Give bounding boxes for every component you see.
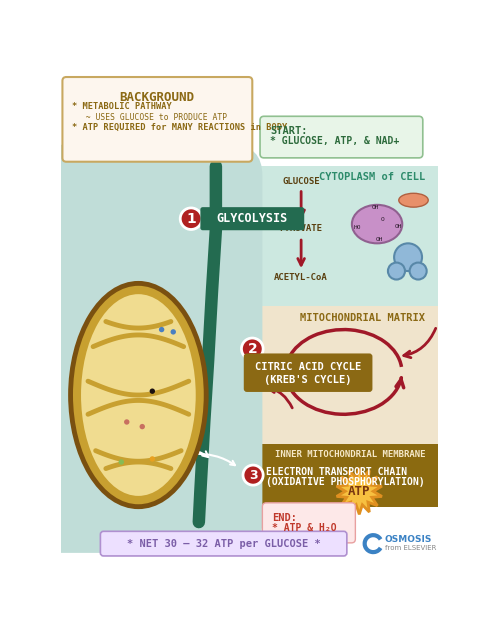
FancyBboxPatch shape (244, 353, 373, 392)
Circle shape (119, 459, 124, 465)
Ellipse shape (81, 294, 196, 496)
Text: OH: OH (375, 237, 383, 242)
Text: OH: OH (372, 204, 379, 209)
Circle shape (180, 208, 202, 230)
Text: ~ USES GLUCOSE to PRODUCE ATP: ~ USES GLUCOSE to PRODUCE ATP (75, 113, 227, 122)
Text: BACKGROUND: BACKGROUND (119, 91, 194, 104)
Text: GLUCOSE: GLUCOSE (282, 177, 320, 186)
FancyBboxPatch shape (260, 116, 423, 158)
Text: O: O (381, 217, 384, 222)
FancyBboxPatch shape (262, 503, 356, 543)
Text: ATP: ATP (348, 485, 371, 498)
Text: MITOCHONDRIAL MATRIX: MITOCHONDRIAL MATRIX (300, 313, 425, 323)
Text: CITRIC ACID CYCLE: CITRIC ACID CYCLE (255, 362, 361, 372)
Text: * ATP REQUIRED for MANY REACTIONS in BODY: * ATP REQUIRED for MANY REACTIONS in BOD… (72, 123, 287, 132)
Ellipse shape (399, 193, 428, 207)
Bar (61, 306, 438, 445)
Circle shape (394, 243, 422, 271)
Text: * GLUCOSE, ATP, & NAD+: * GLUCOSE, ATP, & NAD+ (270, 136, 399, 147)
Polygon shape (337, 468, 382, 515)
Circle shape (388, 262, 405, 279)
Text: HO: HO (353, 225, 361, 230)
FancyBboxPatch shape (62, 77, 252, 162)
Text: 3: 3 (249, 469, 258, 482)
Circle shape (410, 262, 427, 279)
Ellipse shape (352, 205, 402, 243)
Text: (OXIDATIVE PHOSPHORYLATION): (OXIDATIVE PHOSPHORYLATION) (266, 477, 425, 487)
Text: from ELSEVIER: from ELSEVIER (385, 545, 436, 551)
Circle shape (150, 389, 155, 394)
Circle shape (150, 456, 155, 462)
Circle shape (124, 420, 130, 425)
Text: ELECTRON TRANSPORT CHAIN: ELECTRON TRANSPORT CHAIN (266, 467, 407, 477)
Ellipse shape (71, 284, 206, 507)
Circle shape (140, 424, 145, 430)
Text: 2: 2 (247, 342, 257, 356)
Text: CYTOPLASM of CELL: CYTOPLASM of CELL (319, 172, 425, 182)
Circle shape (170, 329, 176, 335)
Text: END:: END: (272, 513, 297, 523)
Text: INNER MITOCHONDRIAL MEMBRANE: INNER MITOCHONDRIAL MEMBRANE (275, 450, 425, 459)
FancyBboxPatch shape (100, 532, 347, 556)
Text: (KREB'S CYCLE): (KREB'S CYCLE) (264, 376, 352, 386)
Bar (61, 166, 438, 306)
Text: * METABOLIC PATHWAY: * METABOLIC PATHWAY (72, 103, 171, 111)
Circle shape (159, 327, 164, 332)
Bar (61, 443, 438, 508)
Text: PYRUVATE: PYRUVATE (280, 224, 322, 233)
Text: START:: START: (270, 126, 308, 136)
Text: * ATP & H₂O: * ATP & H₂O (272, 523, 337, 533)
Text: ACETYL-CoA: ACETYL-CoA (274, 272, 328, 282)
Text: GLYCOLYSIS: GLYCOLYSIS (217, 212, 288, 225)
Circle shape (242, 338, 263, 360)
Text: OSMOSIS: OSMOSIS (385, 535, 432, 544)
Text: * NET 30 – 32 ATP per GLUCOSE *: * NET 30 – 32 ATP per GLUCOSE * (127, 538, 320, 548)
FancyBboxPatch shape (200, 207, 304, 230)
Text: 1: 1 (186, 212, 196, 226)
FancyBboxPatch shape (7, 145, 262, 553)
Text: OH: OH (394, 224, 402, 229)
Circle shape (243, 465, 263, 485)
